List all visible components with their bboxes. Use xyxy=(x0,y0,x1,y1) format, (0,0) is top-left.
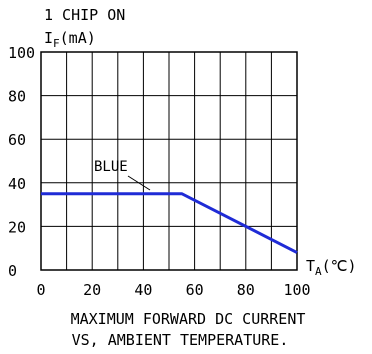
note-text: 1 CHIP ON xyxy=(44,6,125,24)
y-tick-label: 0 xyxy=(8,262,17,280)
y-axis-label: IF(mA) xyxy=(44,29,96,50)
x-tick-labels: 0 20 40 60 80 100 xyxy=(36,281,310,299)
y-tick-labels: 100 80 60 40 20 0 xyxy=(8,44,35,280)
y-tick-label: 20 xyxy=(8,218,26,236)
x-tick-label: 60 xyxy=(186,281,204,299)
grid xyxy=(41,52,297,270)
y-tick-label: 100 xyxy=(8,44,35,62)
x-tick-label: 0 xyxy=(36,281,45,299)
plot-frame xyxy=(40,51,298,271)
x-tick-label: 80 xyxy=(237,281,255,299)
y-tick-label: 40 xyxy=(8,175,26,193)
series-label-leader xyxy=(127,175,151,191)
caption-line-2: VS, AMBIENT TEMPERATURE. xyxy=(72,331,289,349)
y-tick-label: 60 xyxy=(8,131,26,149)
caption-line-1: MAXIMUM FORWARD DC CURRENT xyxy=(71,310,306,328)
x-tick-label: 100 xyxy=(283,281,310,299)
y-tick-label: 80 xyxy=(8,88,26,106)
x-tick-label: 40 xyxy=(134,281,152,299)
series-label-blue: BLUE xyxy=(94,159,128,175)
x-axis-label: TA(℃) xyxy=(306,257,357,278)
x-tick-label: 20 xyxy=(83,281,101,299)
series-line-blue xyxy=(41,192,298,254)
